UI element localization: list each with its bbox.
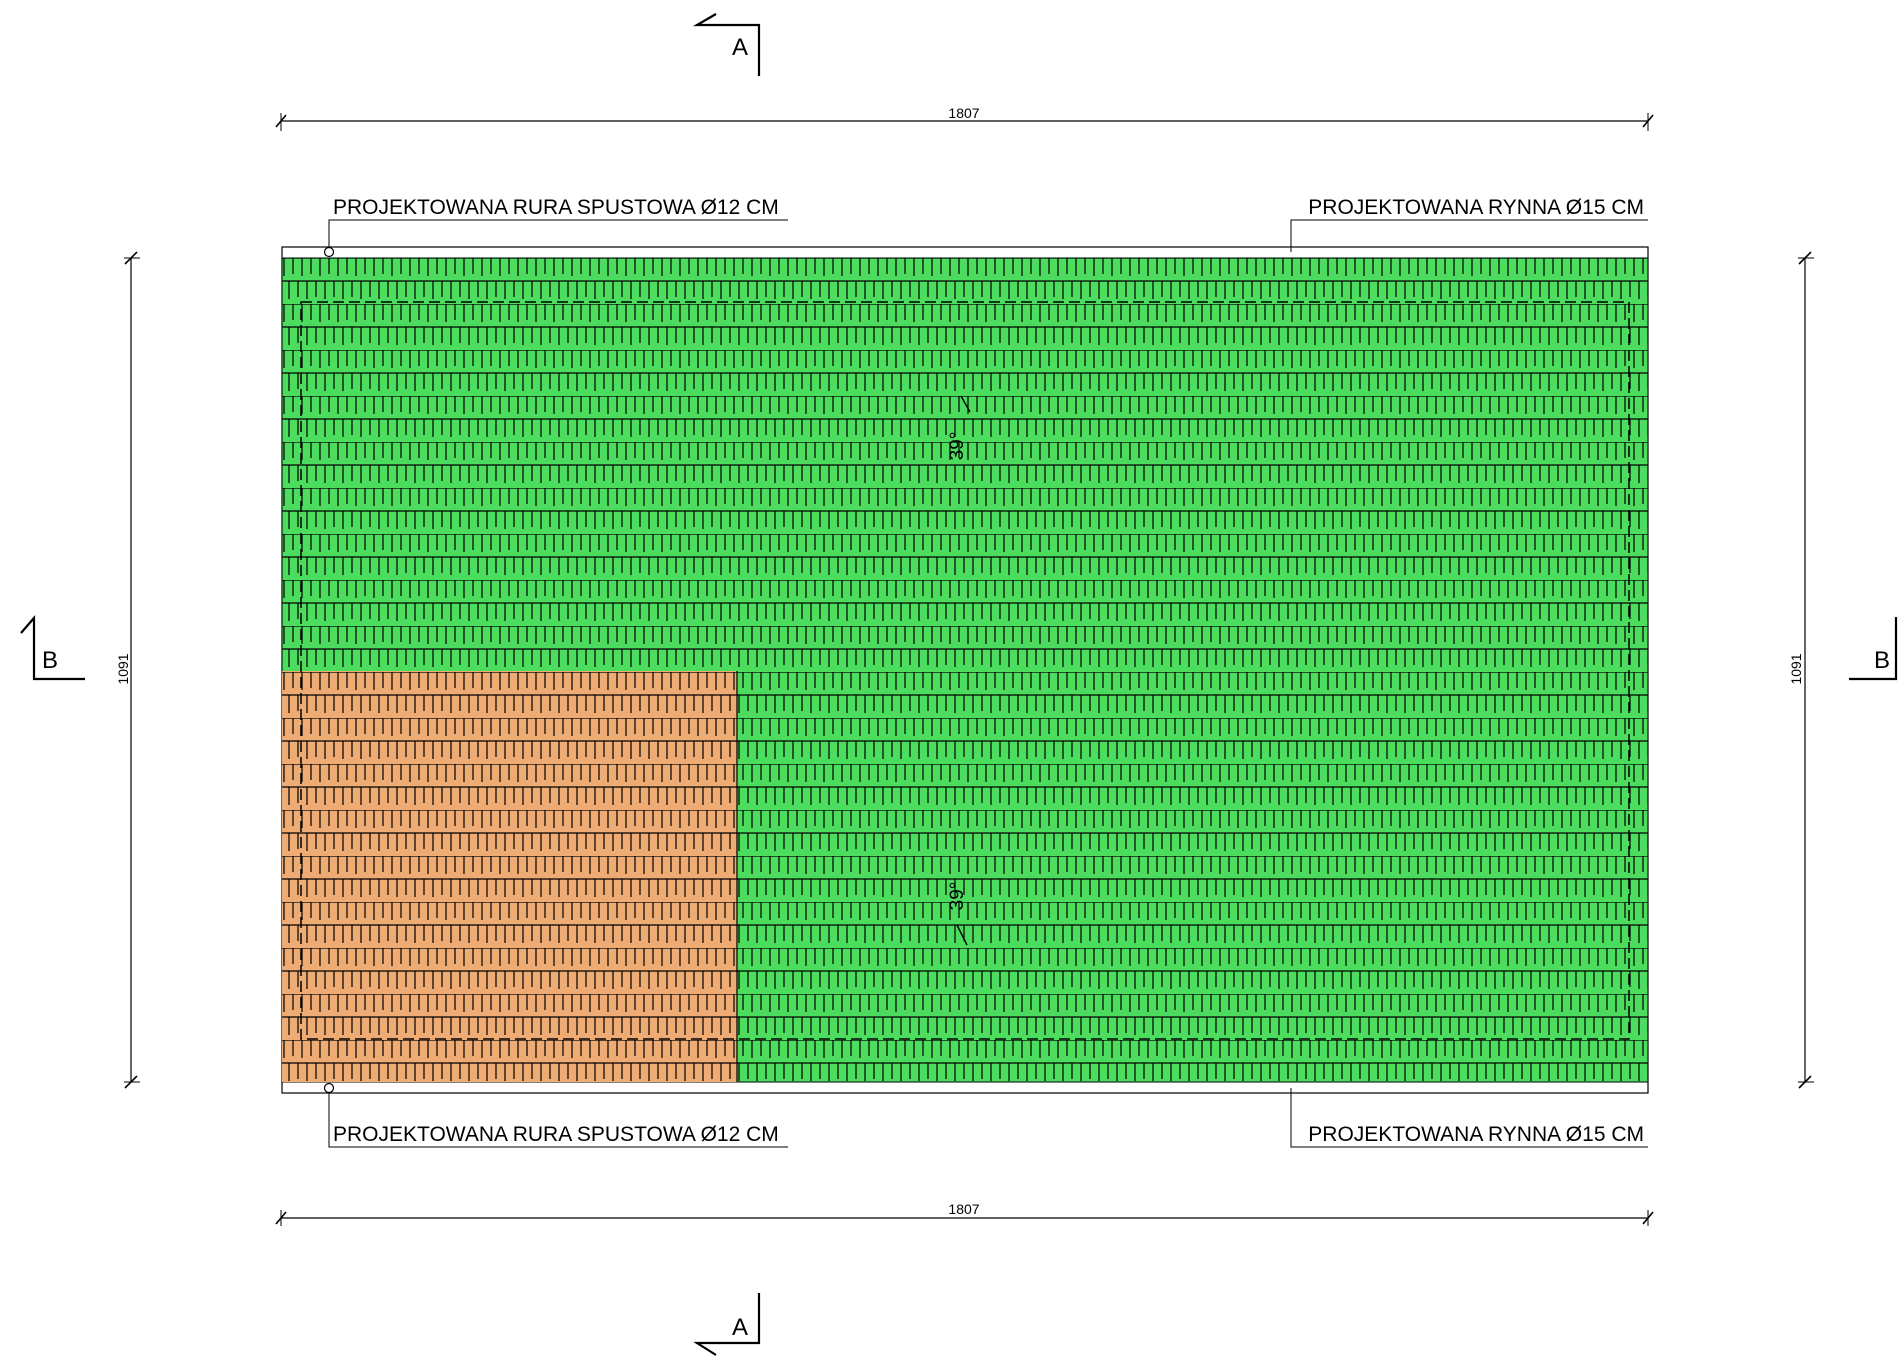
- dimension-left: 1091: [115, 252, 140, 1088]
- dimension-bottom: 1807: [276, 1201, 1653, 1226]
- label-gutter-bottom: PROJEKTOWANA RYNNA Ø15 CM: [1308, 1123, 1644, 1146]
- section-marker-a-top: A: [697, 14, 759, 76]
- downpipe-circle-icon: [325, 1084, 334, 1093]
- section-cut-arrow-icon: [697, 1293, 759, 1355]
- section-label-a-top: A: [732, 34, 748, 61]
- roof-surface-orange: [282, 671, 737, 1082]
- label-downpipe-bottom: PROJEKTOWANA RURA SPUSTOWA Ø12 CM: [333, 1123, 779, 1146]
- section-marker-a-bottom: A: [697, 1293, 759, 1355]
- slope-upper-value: 39°: [947, 432, 968, 461]
- dimension-top-value: 1807: [948, 105, 979, 121]
- label-gutter-top: PROJEKTOWANA RYNNA Ø15 CM: [1308, 196, 1644, 219]
- dimension-top: 1807: [276, 105, 1653, 131]
- dimension-right: 1091: [1788, 252, 1814, 1088]
- dimension-bottom-value: 1807: [948, 1201, 979, 1217]
- slope-lower-value: 39°: [947, 882, 968, 911]
- section-marker-b-left: B: [21, 618, 85, 679]
- dimension-right-value: 1091: [1788, 653, 1804, 684]
- downpipe-circle-icon: [325, 248, 334, 257]
- section-marker-b-right: B: [1849, 617, 1896, 679]
- dimension-left-value: 1091: [115, 653, 131, 684]
- label-downpipe-top: PROJEKTOWANA RURA SPUSTOWA Ø12 CM: [333, 196, 779, 219]
- section-label-b-right: B: [1874, 647, 1890, 674]
- section-label-b-left: B: [42, 647, 58, 674]
- section-cut-arrow-icon: [697, 14, 759, 76]
- annotation-gutter-bottom: PROJEKTOWANA RYNNA Ø15 CM: [1291, 1088, 1648, 1147]
- annotation-gutter-top: PROJEKTOWANA RYNNA Ø15 CM: [1291, 196, 1648, 252]
- section-label-a-bottom: A: [732, 1314, 748, 1341]
